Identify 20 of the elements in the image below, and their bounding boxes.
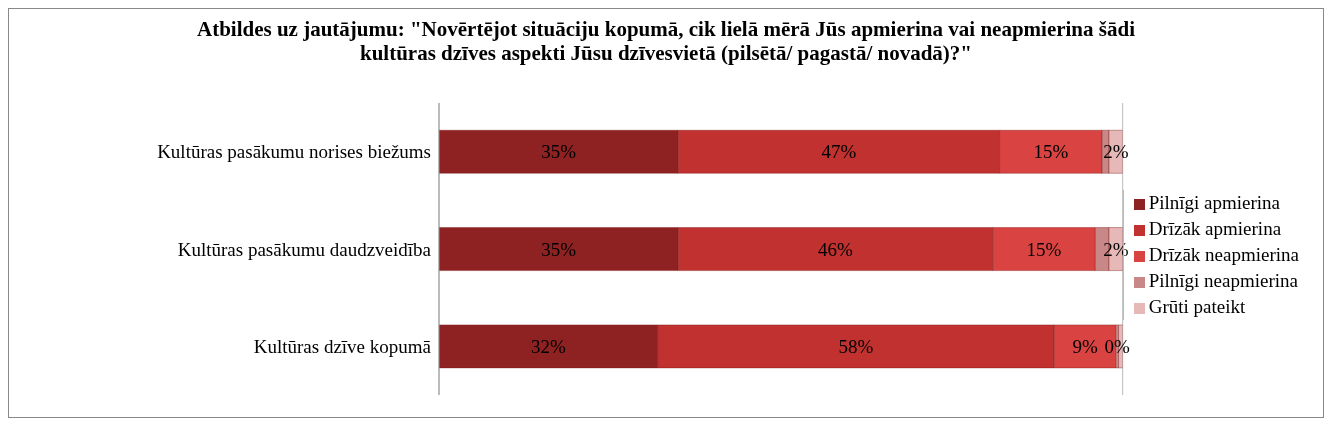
y-tick-label: Kultūras pasākumu norises biežums <box>157 141 431 163</box>
data-label: 15% <box>1033 141 1069 163</box>
data-label: 46% <box>818 238 854 260</box>
data-label: 35% <box>541 238 577 260</box>
y-tick-label: Kultūras pasākumu daudzveidība <box>177 238 432 260</box>
data-label: 47% <box>821 141 857 163</box>
data-label: 9% <box>1072 336 1098 358</box>
legend-label: Grūti pateikt <box>1148 296 1246 317</box>
legend-label: Pilnīgi apmierina <box>1148 192 1281 213</box>
chart-title: Atbildes uz jautājumu: "Novērtējot situāciju kopumā, cik lielā mērā Jūs apmierina vai neapmierina šādi kultūras dzīves aspekti Jūsu dzīvesvietā (pilsētā/ pagastā/ novadā)?" <box>196 16 1136 67</box>
legend-label: Drīzāk apmierina <box>1148 218 1282 239</box>
y-tick-label: Kultūras dzīve kopumā <box>253 336 432 358</box>
legend-label: Pilnīgi neapmierina <box>1148 270 1298 291</box>
data-label: 35% <box>541 141 577 163</box>
data-label: 15% <box>1026 238 1062 260</box>
data-label: 58% <box>838 336 874 358</box>
legend-label: Drīzāk neapmierina <box>1148 244 1299 265</box>
data-label: 2% <box>1103 141 1129 163</box>
data-label: 2% <box>1103 238 1129 260</box>
data-label: 32% <box>530 336 566 358</box>
